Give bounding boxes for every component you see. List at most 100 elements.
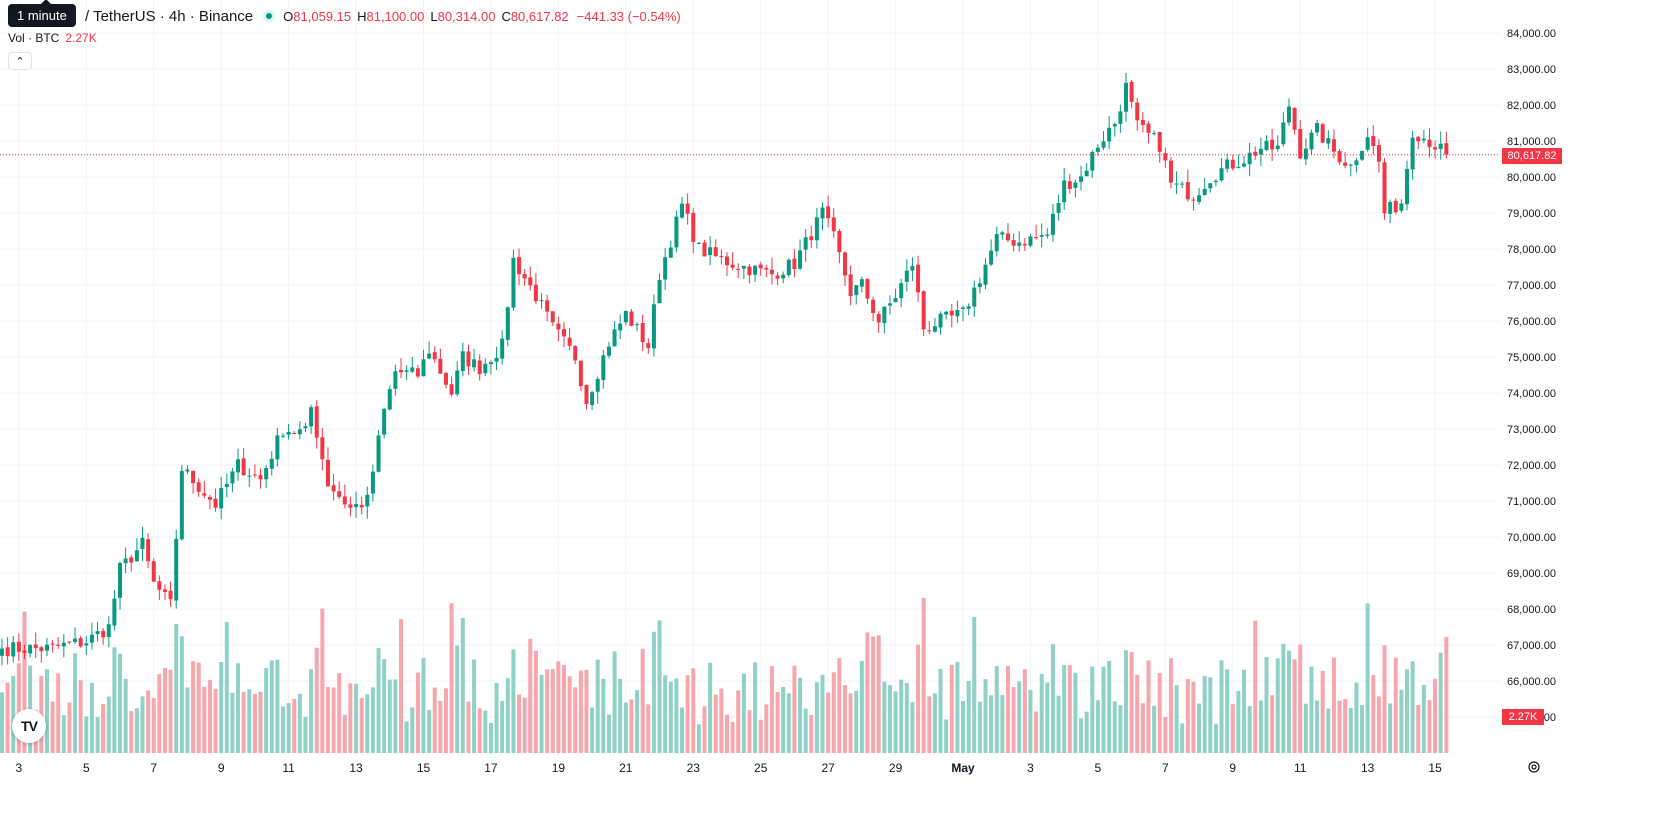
candle-body bbox=[314, 406, 319, 438]
volume-bar bbox=[1084, 711, 1089, 753]
volume-bar bbox=[910, 702, 915, 753]
ohlc-open: O81,059.15 bbox=[283, 8, 352, 24]
candle-body bbox=[769, 269, 774, 275]
volume-bar bbox=[1140, 703, 1145, 753]
volume-bar bbox=[820, 674, 825, 753]
candle-body bbox=[859, 279, 864, 287]
volume-bar bbox=[1185, 679, 1190, 753]
time-tick-label: 5 bbox=[1095, 761, 1102, 775]
candle-body bbox=[1140, 119, 1145, 125]
candle-body bbox=[1438, 143, 1443, 150]
ohlc-high: H81,100.00 bbox=[357, 8, 425, 24]
volume-bar bbox=[67, 702, 72, 753]
candle-body bbox=[927, 330, 932, 332]
time-axis[interactable]: 3 5 7 9 11 13 15 17 19 21 23 25 27 29 May 3 5 7 9 11 13 15 bbox=[16, 761, 1443, 775]
tradingview-logo-icon[interactable]: TV bbox=[12, 709, 46, 743]
volume-bar bbox=[1213, 723, 1218, 753]
candle-body bbox=[477, 360, 482, 375]
volume-bar bbox=[1079, 718, 1084, 753]
candle-body bbox=[1067, 181, 1072, 189]
volume-bar bbox=[1438, 652, 1443, 753]
candle-body bbox=[1393, 200, 1398, 213]
volume-bar bbox=[5, 682, 10, 753]
volume-bar bbox=[281, 706, 285, 753]
volume-bar bbox=[764, 704, 769, 753]
time-tick-label: 11 bbox=[282, 761, 295, 775]
candle-body bbox=[449, 384, 454, 395]
volume-bar bbox=[123, 678, 128, 753]
candle-body bbox=[1168, 160, 1173, 183]
volume-bar bbox=[1427, 700, 1432, 753]
volume-bar bbox=[376, 648, 381, 753]
volume-bar bbox=[623, 702, 628, 753]
volume-bar bbox=[297, 693, 302, 753]
volume-bar bbox=[533, 650, 538, 753]
collapse-legend-button[interactable]: ⌃ bbox=[8, 52, 32, 70]
candle-body bbox=[977, 283, 982, 288]
volume-legend-value: 2.27K bbox=[65, 31, 97, 45]
volume-bar bbox=[1388, 703, 1393, 753]
price-axis[interactable]: 84,000.00 83,000.00 82,000.00 81,000.00 80,0… bbox=[1507, 28, 1556, 724]
volume-bar bbox=[337, 673, 342, 753]
volume-bar bbox=[1315, 700, 1320, 753]
candle-body bbox=[168, 590, 173, 600]
time-tick-label: 11 bbox=[1294, 761, 1307, 775]
volume-bar bbox=[916, 644, 921, 753]
candle-body bbox=[269, 458, 274, 469]
candle-body bbox=[916, 264, 921, 293]
volume-bar bbox=[511, 649, 516, 753]
candle-body bbox=[500, 338, 505, 359]
candle-body bbox=[1236, 166, 1241, 168]
volume-bar bbox=[685, 675, 690, 753]
volume-bar bbox=[1225, 669, 1230, 753]
volume-bar bbox=[44, 669, 49, 753]
volume-bar bbox=[522, 697, 527, 753]
volume-bar bbox=[325, 687, 330, 753]
candle-body bbox=[528, 277, 533, 286]
volume-bar bbox=[314, 647, 319, 753]
candle-body bbox=[264, 467, 269, 480]
volume-bar bbox=[11, 676, 16, 753]
time-tick-label: 17 bbox=[484, 761, 498, 775]
volume-bar bbox=[1253, 620, 1258, 753]
time-tick-label: 23 bbox=[687, 761, 701, 775]
candle-body bbox=[1320, 124, 1325, 143]
gear-icon[interactable] bbox=[1527, 760, 1541, 774]
volume-bar bbox=[1326, 708, 1331, 753]
candle-body bbox=[674, 216, 679, 248]
volume-bar bbox=[1444, 636, 1449, 753]
candle-body bbox=[281, 435, 285, 437]
candle-body bbox=[1084, 170, 1089, 177]
volume-bar bbox=[640, 648, 645, 753]
candle-body bbox=[1230, 159, 1235, 169]
volume-bar bbox=[601, 678, 606, 753]
symbol-title[interactable]: / TetherUS · 4h · Binance bbox=[85, 7, 254, 25]
volume-bar bbox=[140, 696, 145, 753]
volume-bar bbox=[1286, 650, 1291, 753]
candle-body bbox=[949, 310, 954, 316]
time-tick-label: 3 bbox=[16, 761, 23, 775]
volume-bar bbox=[1112, 701, 1117, 753]
candle-body bbox=[129, 557, 134, 563]
volume-bar bbox=[84, 716, 89, 753]
time-tick-label: 29 bbox=[889, 761, 903, 775]
candle-body bbox=[1050, 213, 1055, 235]
candle-body bbox=[545, 300, 550, 312]
candle-body bbox=[354, 504, 359, 508]
volume-bar bbox=[736, 690, 741, 753]
grid-lines bbox=[0, 0, 1500, 755]
volume-bar bbox=[646, 704, 651, 753]
market-status-icon[interactable] bbox=[263, 10, 276, 22]
candle-body bbox=[809, 236, 814, 241]
volume-bar bbox=[359, 698, 364, 753]
volume-bar bbox=[831, 672, 836, 753]
volume-bar bbox=[230, 692, 235, 753]
volume-bar bbox=[724, 714, 729, 753]
volume-bar bbox=[595, 659, 600, 753]
volume-legend-label[interactable]: Vol · BTC bbox=[8, 31, 60, 45]
volume-bar bbox=[994, 666, 999, 753]
volume-bar bbox=[663, 675, 668, 753]
candle-body bbox=[1129, 81, 1134, 102]
volume-bar bbox=[590, 707, 595, 753]
